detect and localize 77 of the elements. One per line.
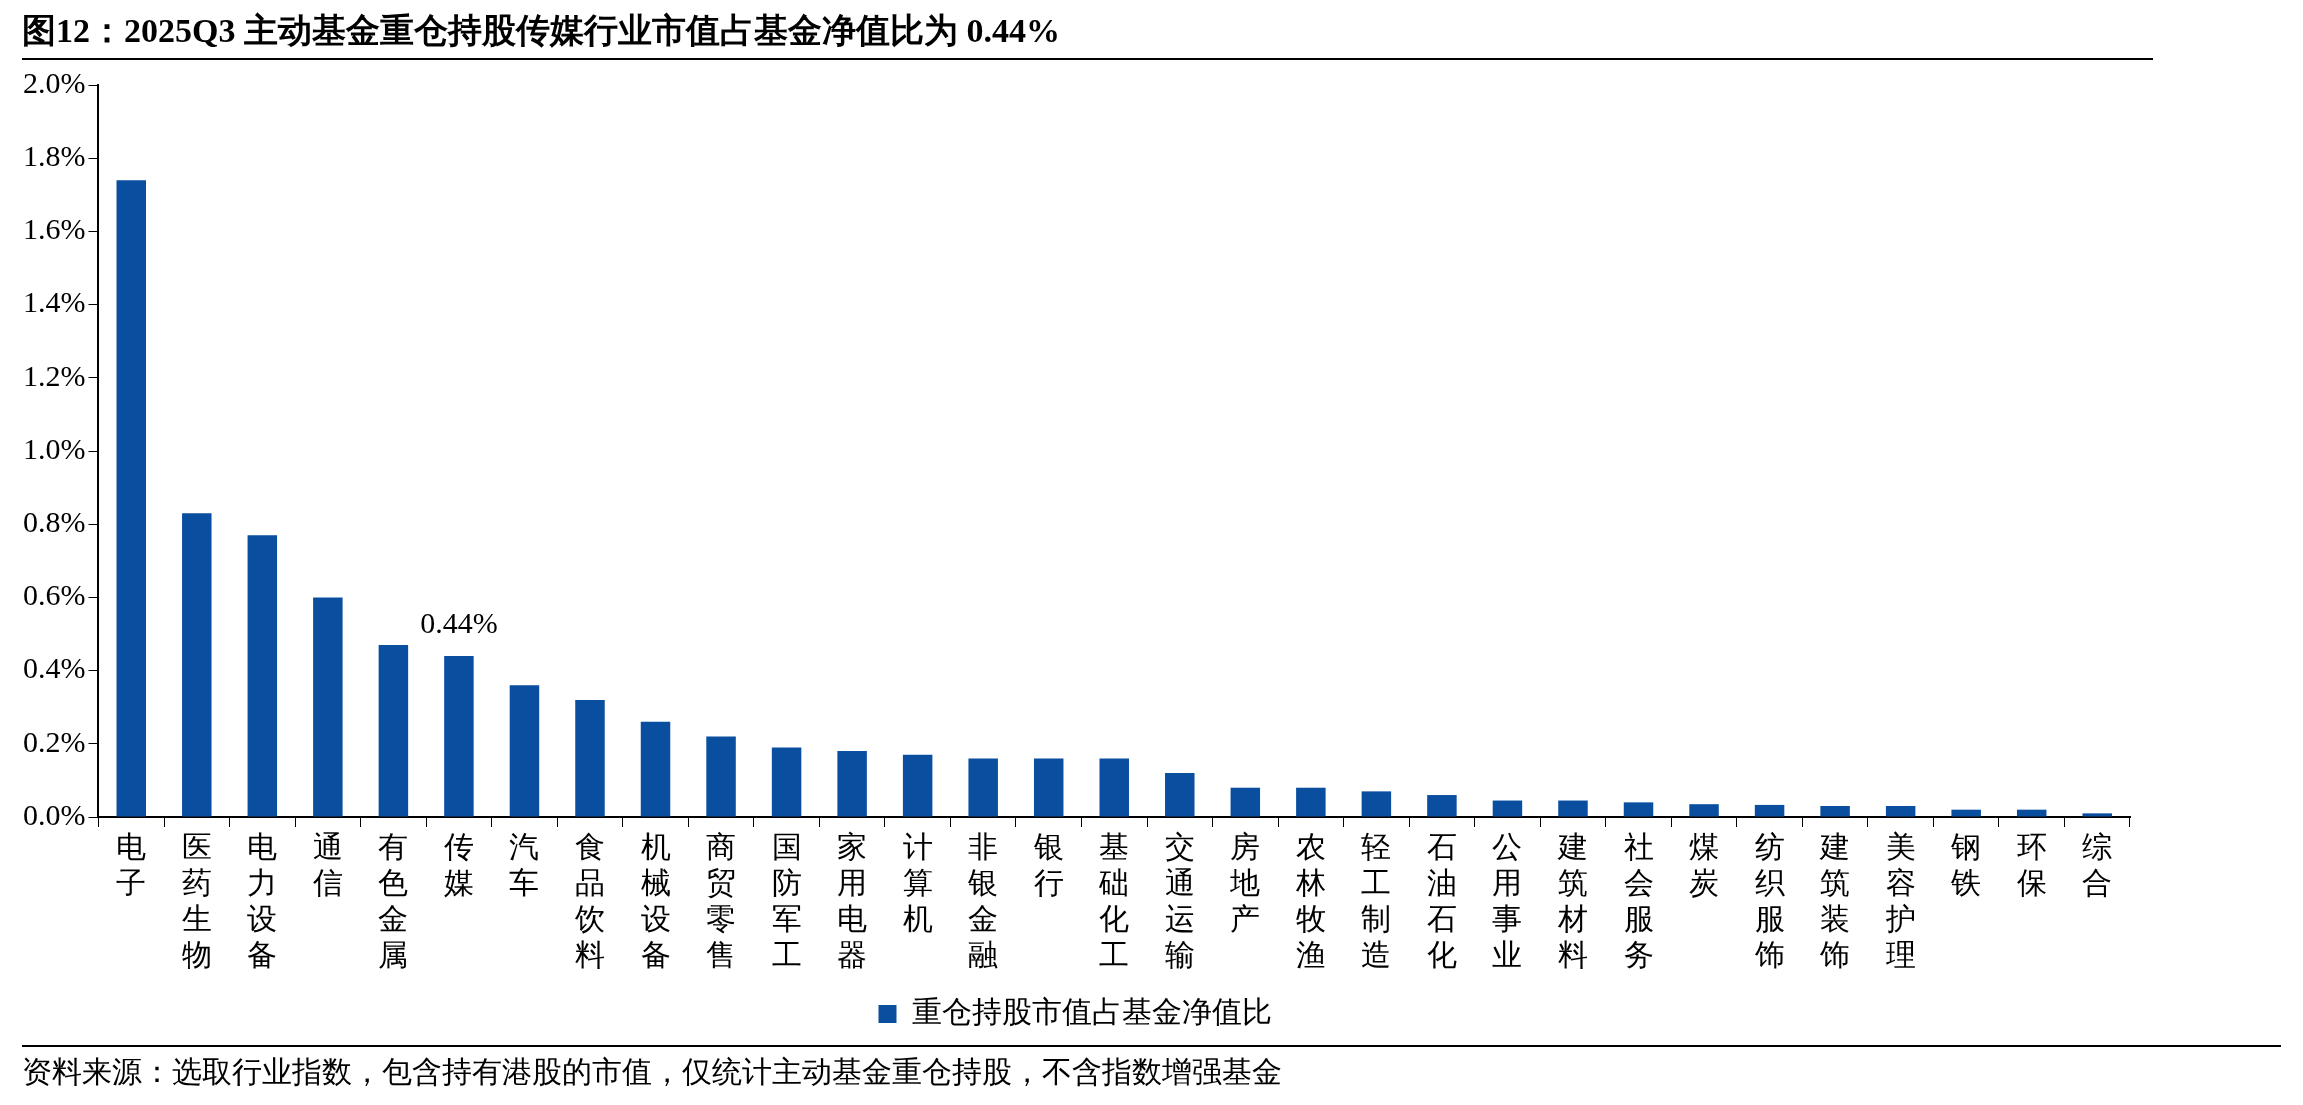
x-tick-label: 医药生物 — [181, 829, 212, 971]
bar — [706, 736, 736, 817]
y-tick-label: 0.6% — [22, 578, 86, 612]
chart-title: 图12：2025Q3 主动基金重仓持股传媒行业市值占基金净值比为 0.44% — [22, 11, 1060, 51]
bar — [1361, 791, 1392, 817]
x-tick-label: 煤炭 — [1689, 829, 1720, 899]
x-tick-label: 综合 — [2082, 829, 2113, 899]
x-tick-label: 农林牧渔 — [1294, 829, 1326, 971]
x-tick-label: 轻工制造 — [1361, 829, 1392, 971]
x-tick-label: 国防军工 — [771, 829, 802, 971]
x-tick-label: 电子 — [116, 829, 147, 899]
y-tick-label: 1.4% — [22, 285, 86, 319]
x-tick-label: 家用电器 — [837, 829, 868, 971]
bar — [968, 758, 998, 817]
x-tick-label: 基础化工 — [1098, 829, 1130, 971]
bar — [509, 685, 540, 817]
bar — [902, 754, 933, 817]
x-tick-label: 商贸零售 — [706, 829, 737, 971]
x-tick-label: 钢铁 — [1950, 829, 1982, 899]
x-tick-label: 食品饮料 — [573, 829, 605, 971]
bar — [1558, 800, 1588, 817]
x-tick-label: 建筑装饰 — [1819, 829, 1851, 971]
bar — [1296, 787, 1326, 817]
bar — [1099, 758, 1129, 817]
x-tick-label: 计算机 — [902, 829, 933, 935]
y-tick-label: 1.8% — [22, 139, 86, 173]
bar — [1820, 806, 1850, 817]
bar — [771, 747, 802, 817]
x-tick-label: 汽车 — [509, 829, 540, 899]
bar — [1689, 804, 1719, 817]
data-label: 0.44% — [420, 605, 498, 639]
x-tick-label: 建筑材料 — [1556, 829, 1588, 971]
bar — [1951, 809, 1981, 817]
x-tick-label: 房地产 — [1229, 829, 1261, 935]
x-tick-label: 石油石化 — [1426, 829, 1457, 971]
x-tick-label: 社会服务 — [1623, 829, 1654, 971]
bar — [1492, 800, 1523, 817]
bar — [378, 644, 409, 817]
bar — [1230, 787, 1261, 817]
bar — [1754, 804, 1785, 817]
bar — [313, 597, 343, 817]
bar — [116, 180, 146, 817]
y-tick-label: 0.8% — [22, 505, 86, 539]
y-tick-label: 1.0% — [22, 431, 86, 465]
y-tick-label: 0.0% — [22, 797, 86, 831]
y-tick-label: 0.2% — [22, 724, 86, 758]
y-tick-label: 1.2% — [22, 358, 86, 392]
bar — [444, 655, 474, 817]
x-tick-label: 有色金属 — [378, 829, 409, 971]
x-tick-label: 美容护理 — [1884, 829, 1916, 971]
bar — [1427, 795, 1457, 817]
bar — [837, 751, 867, 817]
x-tick-label: 机械设备 — [640, 829, 671, 971]
bar — [1165, 773, 1195, 817]
bar — [2082, 813, 2112, 817]
x-tick-label: 银行 — [1032, 829, 1064, 899]
legend-label: 重仓持股市值占基金净值比 — [911, 994, 1272, 1028]
x-tick-label: 传媒 — [443, 829, 474, 899]
x-tick-label: 非银金融 — [967, 829, 999, 971]
x-tick-label: 通信 — [312, 829, 343, 899]
y-tick-label: 1.6% — [22, 212, 86, 246]
bar — [1885, 806, 1916, 817]
y-tick-label: 0.4% — [22, 651, 86, 685]
x-tick-label: 纺织服饰 — [1753, 829, 1785, 971]
bar — [1623, 802, 1654, 817]
x-tick-label: 电力设备 — [247, 829, 278, 971]
x-tick-label: 环保 — [2016, 829, 2047, 899]
bar — [182, 513, 212, 817]
text: 资料来源：选取行业指数，包含持有港股的市值，仅统计主动基金重仓持股，不含指数增强基金 — [22, 1054, 1282, 1090]
bar — [2016, 809, 2047, 817]
bar — [247, 535, 278, 817]
y-tick-label: 2.0% — [22, 65, 86, 99]
x-tick-label: 公用事业 — [1492, 829, 1523, 971]
bar — [575, 699, 605, 817]
x-tick-label: 交通运输 — [1164, 829, 1195, 971]
bar — [640, 721, 671, 817]
bar — [1033, 758, 1064, 817]
